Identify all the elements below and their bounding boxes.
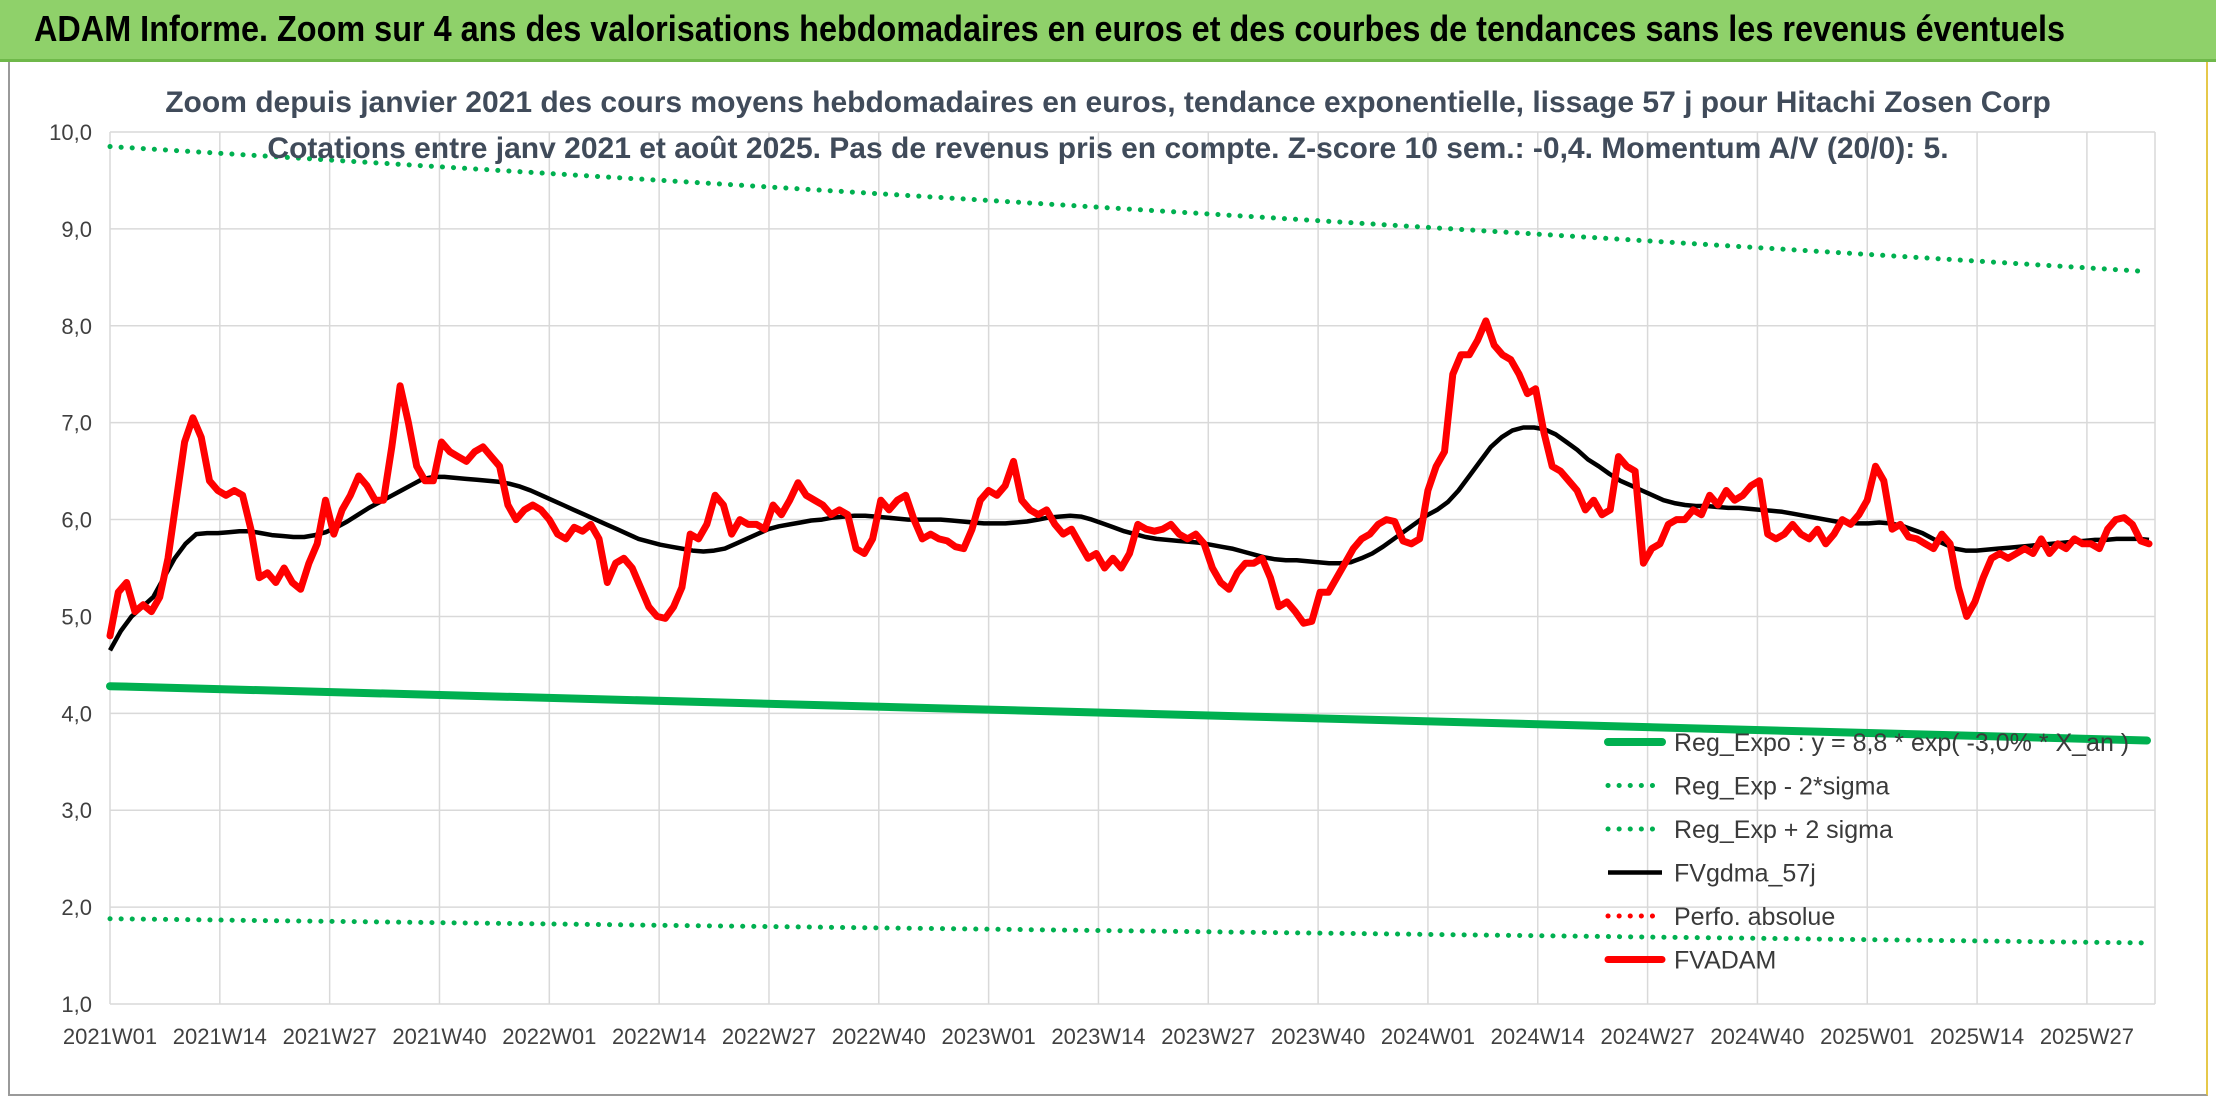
series-trend-1 xyxy=(107,916,2150,946)
legend-label: Reg_Exp + 2 sigma xyxy=(1674,816,1893,844)
chart-series xyxy=(106,144,2153,946)
legend-label: Reg_Exp - 2*sigma xyxy=(1674,773,1889,801)
y-tick-label: 6,0 xyxy=(61,508,92,533)
y-tick-label: 2,0 xyxy=(61,895,92,920)
x-tick-label: 2024W01 xyxy=(1381,1024,1475,1049)
x-tick-label: 2023W14 xyxy=(1051,1024,1145,1049)
x-tick-label: 2022W27 xyxy=(722,1024,816,1049)
chart-legend: Reg_Expo : y = 8,8 * exp( -3,0% * X_an )… xyxy=(1604,729,2129,975)
x-tick-label: 2021W27 xyxy=(283,1024,377,1049)
report-title: ADAM Informe. Zoom sur 4 ans des valoris… xyxy=(34,8,2066,49)
y-axis-ticks: 1,0 2,0 3,0 4,0 5,0 6,0 7,0 8,0 9,0 10,0 xyxy=(49,120,92,1017)
x-tick-label: 2024W14 xyxy=(1491,1024,1585,1049)
y-tick-label: 4,0 xyxy=(61,701,92,726)
series-trend-2 xyxy=(107,144,2150,275)
series-line-5 xyxy=(106,317,2153,640)
x-tick-label: 2021W14 xyxy=(173,1024,267,1049)
chart-title-line2: Cotations entre janv 2021 et août 2025. … xyxy=(267,132,1949,165)
chart-title-line1: Zoom depuis janvier 2021 des cours moyen… xyxy=(165,86,2051,119)
y-tick-label: 7,0 xyxy=(61,411,92,436)
x-tick-label: 2024W27 xyxy=(1601,1024,1695,1049)
x-tick-label: 2025W14 xyxy=(1930,1024,2024,1049)
y-tick-label: 5,0 xyxy=(61,604,92,629)
y-tick-label: 10,0 xyxy=(49,120,92,145)
series-trend-0 xyxy=(106,682,2151,745)
chart-frame xyxy=(8,62,2208,1096)
x-tick-label: 2023W40 xyxy=(1271,1024,1365,1049)
legend-label: FVgdma_57j xyxy=(1674,860,1816,888)
series-line-3 xyxy=(108,425,2150,652)
legend-label: Reg_Expo : y = 8,8 * exp( -3,0% * X_an ) xyxy=(1674,729,2129,757)
x-axis-ticks: 2021W01 2021W14 2021W27 2021W40 2022W01 2022W… xyxy=(63,1024,2134,1049)
x-tick-label: 2021W01 xyxy=(63,1024,157,1049)
chart-grid xyxy=(109,131,2156,1005)
y-tick-label: 1,0 xyxy=(61,992,92,1017)
x-tick-label: 2022W01 xyxy=(502,1024,596,1049)
x-tick-label: 2025W27 xyxy=(2040,1024,2134,1049)
x-tick-label: 2021W40 xyxy=(392,1024,486,1049)
x-tick-label: 2023W27 xyxy=(1161,1024,1255,1049)
legend-label: FVADAM xyxy=(1674,947,1776,975)
x-tick-label: 2022W40 xyxy=(832,1024,926,1049)
x-tick-label: 2022W14 xyxy=(612,1024,706,1049)
y-tick-label: 3,0 xyxy=(61,798,92,823)
x-tick-label: 2024W40 xyxy=(1710,1024,1804,1049)
y-tick-label: 8,0 xyxy=(61,314,92,339)
y-tick-label: 9,0 xyxy=(61,217,92,242)
x-tick-label: 2025W01 xyxy=(1820,1024,1914,1049)
legend-label: Perfo. absolue xyxy=(1674,903,1835,931)
x-tick-label: 2023W01 xyxy=(942,1024,1036,1049)
report-banner: ADAM Informe. Zoom sur 4 ans des valoris… xyxy=(0,0,2216,62)
